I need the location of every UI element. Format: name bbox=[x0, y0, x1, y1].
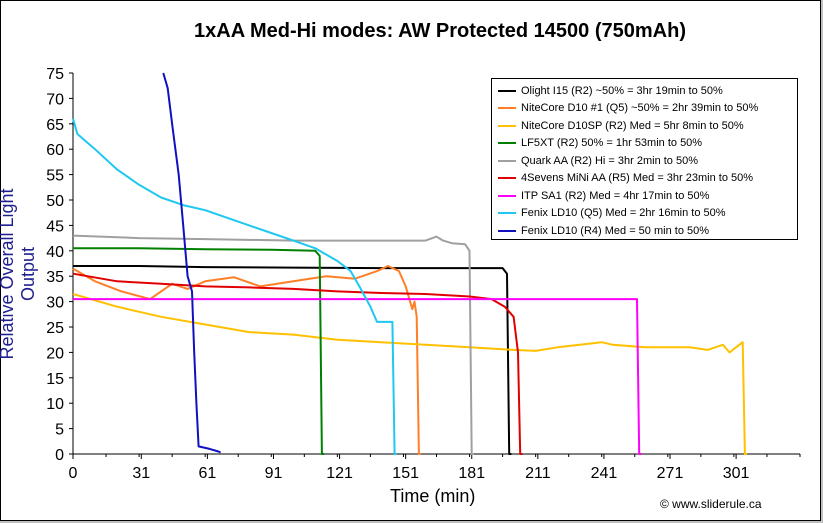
y-tick-label: 35 bbox=[46, 269, 64, 286]
legend-label: LF5XT (R2) 50% = 1hr 53min to 50% bbox=[521, 137, 703, 150]
x-tick-label: 91 bbox=[265, 465, 283, 482]
legend-label: NiteCore D10SP (R2) Med = 5hr 8min to 50… bbox=[521, 119, 744, 132]
x-tick-label: 151 bbox=[392, 465, 419, 482]
x-tick-label: 0 bbox=[69, 465, 78, 482]
legend-swatch bbox=[498, 89, 516, 92]
series-line bbox=[72, 293, 748, 455]
y-tick-label: 50 bbox=[46, 193, 64, 210]
legend-label: ITP SA1 (R2) Med = 4hr 17min to 50% bbox=[521, 189, 710, 202]
series-line bbox=[73, 247, 325, 455]
legend: Olight I15 (R2) ~50% = 3hr 19min to 50% N… bbox=[491, 78, 798, 240]
y-tick-label: 75 bbox=[46, 66, 64, 83]
x-tick-label: 211 bbox=[525, 465, 551, 482]
series-line bbox=[162, 72, 222, 454]
y-tick-label: 15 bbox=[46, 371, 64, 388]
series-line bbox=[72, 234, 474, 455]
legend-label: Olight I15 (R2) ~50% = 3hr 19min to 50% bbox=[521, 84, 723, 97]
series-line bbox=[72, 265, 422, 455]
y-tick-label: 30 bbox=[46, 295, 64, 312]
legend-label: NiteCore D10 #1 (Q5) ~50% = 2hr 39min to… bbox=[521, 102, 759, 115]
y-tick-label: 45 bbox=[46, 218, 64, 235]
legend-item: NiteCore D10 #1 (Q5) ~50% = 2hr 39min to… bbox=[498, 100, 793, 118]
legend-swatch bbox=[498, 229, 516, 232]
legend-swatch bbox=[498, 124, 516, 127]
y-tick-label: 25 bbox=[46, 320, 64, 337]
y-tick-label: 40 bbox=[46, 244, 64, 261]
y-tick-label: 5 bbox=[55, 422, 64, 439]
legend-item: Quark AA (R2) Hi = 3hr 2min to 50% bbox=[498, 152, 793, 170]
legend-label: Fenix LD10 (Q5) Med = 2hr 16min to 50% bbox=[521, 207, 726, 220]
x-tick-label: 121 bbox=[326, 465, 353, 482]
legend-swatch bbox=[498, 142, 516, 145]
y-tick-label: 0 bbox=[55, 447, 64, 464]
x-tick-label: 301 bbox=[723, 465, 750, 482]
chart-title: 1xAA Med-Hi modes: AW Protected 14500 (7… bbox=[194, 20, 686, 42]
legend-swatch bbox=[498, 194, 516, 197]
x-tick-label: 61 bbox=[198, 465, 216, 482]
y-tick-label: 10 bbox=[46, 396, 64, 413]
legend-swatch bbox=[498, 212, 516, 215]
x-tick-label: 271 bbox=[657, 465, 684, 482]
legend-item: 4Sevens MiNi AA (R5) Med = 3hr 23min to … bbox=[498, 170, 793, 188]
legend-label: Quark AA (R2) Hi = 3hr 2min to 50% bbox=[521, 154, 698, 167]
legend-swatch bbox=[498, 177, 516, 180]
series-line bbox=[73, 265, 512, 455]
y-tick-label: 65 bbox=[46, 117, 64, 134]
legend-label: Fenix LD10 (R4) Med = 50 min to 50% bbox=[521, 224, 710, 237]
x-tick-label: 241 bbox=[591, 465, 618, 482]
y-tick-label: 55 bbox=[46, 168, 64, 185]
legend-item: NiteCore D10SP (R2) Med = 5hr 8min to 50… bbox=[498, 117, 793, 135]
legend-item: Fenix LD10 (Q5) Med = 2hr 16min to 50% bbox=[498, 205, 793, 223]
y-tick-label: 20 bbox=[46, 345, 64, 362]
credit-text: © www.sliderule.ca bbox=[660, 497, 762, 511]
y-tick-label: 70 bbox=[46, 91, 64, 108]
legend-item: LF5XT (R2) 50% = 1hr 53min to 50% bbox=[498, 135, 793, 153]
series-line bbox=[72, 272, 523, 455]
legend-label: 4Sevens MiNi AA (R5) Med = 3hr 23min to … bbox=[521, 172, 754, 185]
legend-item: ITP SA1 (R2) Med = 4hr 17min to 50% bbox=[498, 187, 793, 205]
legend-swatch bbox=[498, 159, 516, 162]
legend-item: Olight I15 (R2) ~50% = 3hr 19min to 50% bbox=[498, 82, 793, 100]
x-axis-label: Time (min) bbox=[390, 486, 476, 506]
x-tick-label: 181 bbox=[458, 465, 485, 482]
series-line bbox=[73, 298, 642, 455]
y-tick-label: 60 bbox=[46, 142, 64, 159]
legend-swatch bbox=[498, 107, 516, 110]
x-tick-label: 31 bbox=[132, 465, 150, 482]
legend-item: Fenix LD10 (R4) Med = 50 min to 50% bbox=[498, 222, 793, 240]
series-line bbox=[72, 118, 397, 455]
